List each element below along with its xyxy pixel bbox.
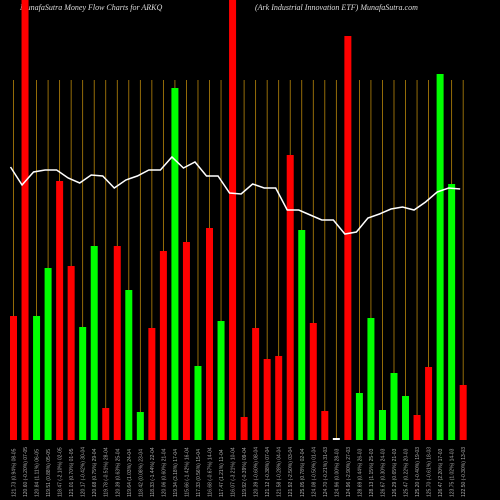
x-tick-label: 128.69 (0.44%) 26-03 xyxy=(357,448,363,497)
x-tick-label: 117.47 (1.21%) 11-04 xyxy=(219,449,225,497)
bar xyxy=(125,290,133,440)
bar xyxy=(332,438,340,440)
bar xyxy=(171,88,179,440)
bar xyxy=(425,367,433,440)
x-tick-label: 125.47 (0.22%) 20-03 xyxy=(404,448,410,497)
x-tick-label: 119.92 (-0.39%) 09-04 xyxy=(242,447,248,497)
x-tick-label: 116.07 (-3.21%) 10-04 xyxy=(231,447,237,497)
bar xyxy=(33,316,41,440)
money-flow-line xyxy=(9,155,461,235)
bar xyxy=(321,411,329,440)
bar xyxy=(206,228,214,440)
bar xyxy=(263,359,271,440)
bar xyxy=(136,412,144,440)
bar xyxy=(240,417,248,440)
x-tick-label: 120.60 (-0.20%) 07-05 xyxy=(23,447,29,497)
x-tick-label: 119.78 (-0.51%) 28-04 xyxy=(104,447,110,497)
x-tick-label: 124.70 (-0.21%) 31-03 xyxy=(323,447,329,497)
x-tick-label: 118.33 (-1.44%) 22-04 xyxy=(150,447,156,497)
chart-title: MunafaSutra Money Flow Charts for ARKQ xyxy=(19,3,163,12)
x-tick-label: 120.06 (0.60%) 21-04 xyxy=(161,448,167,497)
x-tick-label: 124.96 (-2.90%) 27-03 xyxy=(346,447,352,497)
chart-subtitle: (Ark Industrial Innovation ETF) MunafaSu… xyxy=(255,3,418,12)
bar xyxy=(344,36,352,440)
x-tick-label: 123.75 (1.02%) 14-03 xyxy=(450,448,456,497)
x-tick-label: 118.42 (0.08%) 23-04 xyxy=(138,449,144,497)
x-tick-label: 125.05 (0.78%) 02-04 xyxy=(300,448,306,497)
bar xyxy=(102,408,110,440)
x-tick-label: 121.92 (-2.50%) 03-04 xyxy=(288,447,294,497)
x-tick-label: 120.39 (-0.60%) 08-04 xyxy=(254,447,260,497)
x-tick-label: 117.33 (0.56%) 15-04 xyxy=(196,449,202,497)
x-tick-label: 119.34 (3.18%) 17-04 xyxy=(173,449,179,497)
bar xyxy=(67,266,75,440)
x-tick-label: 119.64 (1.03%) 24-04 xyxy=(127,449,133,497)
bar xyxy=(44,268,52,440)
bar xyxy=(113,246,121,440)
x-tick-label: 116.68 (-0.67%) 14-04 xyxy=(208,447,214,497)
bar xyxy=(159,251,167,440)
bar xyxy=(194,366,202,440)
x-tick-label: 121.58 (-0.28%) 04-04 xyxy=(277,447,283,497)
bar xyxy=(79,327,87,440)
x-tick-label: 121.73 (0.94%) 08-05 xyxy=(12,448,18,497)
bar xyxy=(390,373,398,440)
bar xyxy=(459,385,467,440)
bar xyxy=(298,230,306,440)
x-tick-label: 124.96 (0.00%) 28-03 xyxy=(334,448,340,497)
x-tick-label: 120.39 (0.63%) 25-04 xyxy=(115,448,121,497)
bar xyxy=(367,318,375,440)
bar xyxy=(182,242,190,440)
x-tick-label: 120.84 (1.11%) 06-05 xyxy=(35,449,41,497)
x-tick-label: 120.68 (0.75%) 29-04 xyxy=(92,448,98,497)
bar xyxy=(56,181,64,440)
x-tick-label: 120.17 (-0.42%) 30-04 xyxy=(81,447,87,497)
bar xyxy=(217,321,225,440)
bar xyxy=(21,0,29,440)
x-tick-label: 119.51 (0.88%) 05-05 xyxy=(46,449,52,497)
x-tick-label: 125.20 (-0.40%) 19-03 xyxy=(415,447,421,497)
bar xyxy=(229,0,237,440)
x-tick-label: 126.67 (0.30%) 24-03 xyxy=(380,448,386,497)
bar xyxy=(448,184,456,440)
bar xyxy=(148,328,156,440)
bar xyxy=(10,316,17,440)
bar xyxy=(402,396,410,440)
bar xyxy=(355,393,363,440)
x-tick-label: 122.50 (-0.30%) 13-03 xyxy=(461,447,467,497)
x-tick-label: 128.13 (1.15%) 25-03 xyxy=(369,448,375,497)
bar xyxy=(275,356,283,440)
x-tick-label: 118.47 (-2.10%) 02-05 xyxy=(58,447,64,497)
x-tick-label: 125.70 (-0.61%) 18-03 xyxy=(427,447,433,497)
bar xyxy=(252,328,260,440)
bar xyxy=(286,155,294,440)
x-tick-label: 126.29 (0.65%) 21-03 xyxy=(392,448,398,497)
bar xyxy=(436,74,444,440)
bar xyxy=(413,415,421,440)
bar xyxy=(90,246,98,440)
x-tick-label: 121.12 (-0.38%) 07-04 xyxy=(265,447,271,497)
bar xyxy=(378,410,386,440)
x-tick-label: 121.01 (0.70%) 01-05 xyxy=(69,448,75,497)
bar xyxy=(309,323,317,440)
x-tick-label: 115.66 (-1.42%) 16-04 xyxy=(184,447,190,497)
x-tick-label: 126.47 (2.20%) 17-03 xyxy=(438,448,444,497)
x-tick-label: 124.08 (-0.50%) 01-04 xyxy=(311,447,317,497)
